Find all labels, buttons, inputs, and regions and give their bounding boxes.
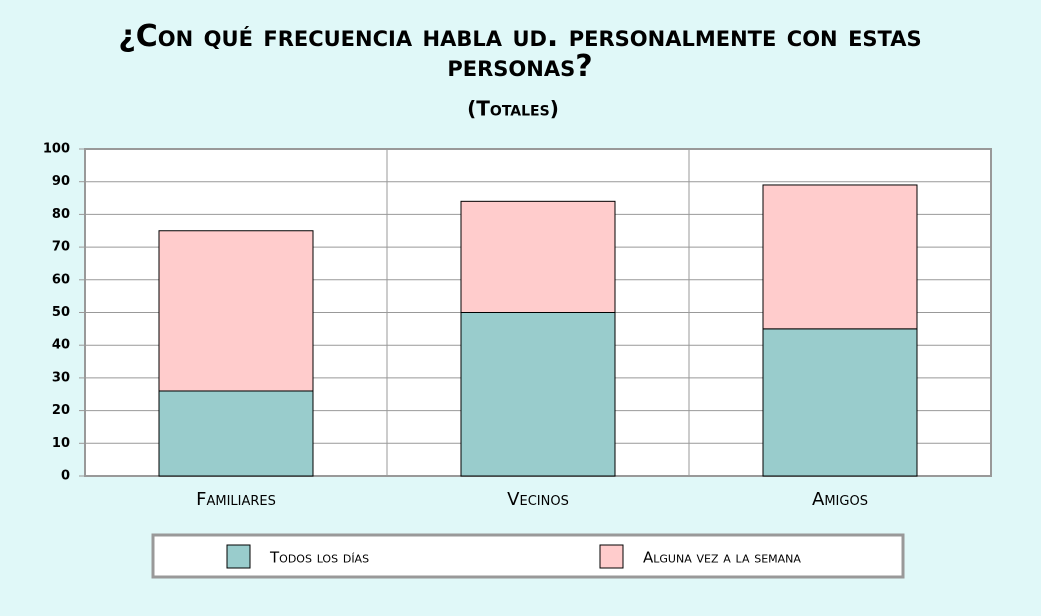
y-tick-label: 10 [52, 436, 70, 451]
legend-box [151, 533, 905, 579]
bar-segment [460, 200, 616, 314]
y-tick-label: 50 [52, 305, 70, 320]
legend-label: Todos los días [269, 549, 369, 567]
chart-title: ¿Con qué frecuencia habla ud. personalme… [118, 19, 922, 84]
y-tick-label: 80 [52, 207, 70, 222]
x-tick-label: Vecinos [507, 489, 569, 510]
bar-segment [762, 328, 918, 477]
legend-label: Alguna vez a la semana [643, 549, 801, 567]
y-tick-label: 40 [52, 338, 70, 353]
x-tick-label: Familiares [196, 489, 276, 510]
y-tick-label: 100 [43, 142, 70, 157]
y-tick-label: 0 [61, 469, 70, 484]
legend-swatch [599, 544, 624, 569]
bar-segment [158, 390, 314, 477]
legend-swatch [226, 544, 251, 569]
y-tick-label: 30 [52, 370, 70, 385]
bar-segment [460, 312, 616, 477]
bar-segment [158, 230, 314, 392]
y-tick-label: 20 [52, 403, 70, 418]
y-tick-label: 70 [52, 240, 70, 255]
chart-subtitle: (Totales) [467, 97, 559, 121]
x-tick-label: Amigos [812, 489, 868, 510]
y-tick-label: 90 [52, 174, 70, 189]
y-tick-label: 60 [52, 272, 70, 287]
bar-segment [762, 184, 918, 330]
